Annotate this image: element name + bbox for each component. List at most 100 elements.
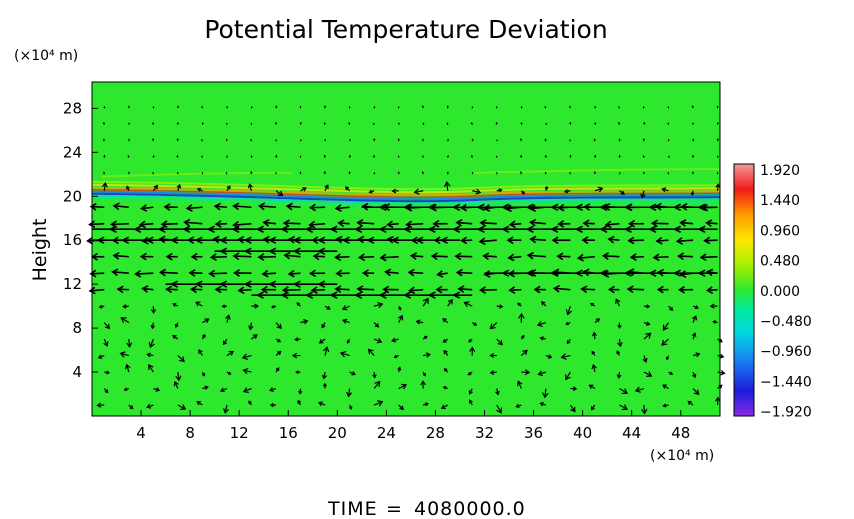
wind-vector xyxy=(177,355,185,362)
wind-vector-head xyxy=(127,171,130,174)
wind-vector-head xyxy=(228,371,232,375)
wind-vector-head xyxy=(695,352,701,358)
wind-vector-head xyxy=(719,353,725,359)
y-tick-label: 16 xyxy=(63,231,82,249)
wind-vector xyxy=(490,322,498,330)
wind-vector xyxy=(191,288,203,291)
wind-vector-head xyxy=(112,202,120,211)
wind-vector-head xyxy=(376,400,384,407)
wind-vector-head xyxy=(508,220,516,229)
wind-vector-head xyxy=(424,335,428,340)
wind-vector xyxy=(385,271,399,274)
jet-arrowhead xyxy=(341,236,350,244)
wind-vector-head xyxy=(225,138,228,141)
chart-title: Potential Temperature Deviation xyxy=(204,15,607,44)
wind-vector-head xyxy=(221,304,226,309)
wind-vector xyxy=(243,369,252,373)
jet-arrowhead xyxy=(476,203,485,211)
wind-vector-head xyxy=(299,139,302,141)
wind-vector-head xyxy=(471,171,474,174)
wind-vector-head xyxy=(321,324,326,329)
wind-vector-head xyxy=(569,105,572,108)
wind-vector xyxy=(284,222,301,225)
wind-vector-head xyxy=(460,236,468,245)
wind-vector xyxy=(336,206,350,210)
wind-vector-head xyxy=(508,286,516,294)
wind-vector-head xyxy=(89,202,97,211)
wind-vector-head xyxy=(642,138,645,141)
wind-vector-head xyxy=(308,203,316,212)
wind-vector xyxy=(398,384,407,390)
wind-vector xyxy=(275,322,282,329)
jet-arrowhead xyxy=(599,225,608,233)
wind-vector-head xyxy=(252,334,258,339)
wind-vector-head xyxy=(275,367,280,371)
wind-vector-head xyxy=(569,121,572,124)
wind-vector-head xyxy=(196,401,201,406)
jet-arrowhead xyxy=(243,280,252,288)
wind-vector-head xyxy=(287,235,296,244)
jet-arrowhead xyxy=(255,291,264,299)
wind-vector-head xyxy=(533,285,541,294)
y-axis-ticks: 4 8 12 16 20 24 28 xyxy=(63,99,98,381)
wind-vector-head xyxy=(662,403,667,408)
y-tick-label: 4 xyxy=(72,363,82,381)
wind-vector-head xyxy=(163,203,171,211)
wind-vector-head xyxy=(257,253,265,261)
wind-vector-head xyxy=(699,253,707,262)
wind-vector-head xyxy=(454,252,462,261)
wind-vector-head xyxy=(208,269,216,278)
jet-arrowhead xyxy=(623,203,632,211)
jet-arrowhead xyxy=(120,236,130,244)
jet-arrowhead xyxy=(231,225,240,233)
wind-vector-head xyxy=(591,363,597,370)
wind-vector-head xyxy=(176,122,179,125)
wind-vector xyxy=(530,238,546,242)
jet-arrowhead xyxy=(697,225,706,233)
wind-vector xyxy=(615,299,620,307)
wind-vector xyxy=(120,352,129,357)
x-tick-label: 44 xyxy=(622,424,641,442)
wind-vector xyxy=(335,288,350,291)
wind-vector-head xyxy=(656,285,664,294)
wind-vector-head xyxy=(446,122,449,125)
wind-vector-head xyxy=(151,138,155,141)
wind-vector-head xyxy=(214,220,222,228)
wind-vector-head xyxy=(397,366,402,371)
jet-arrowhead xyxy=(574,269,583,277)
wind-vector xyxy=(342,319,350,324)
wind-vector-head xyxy=(141,236,149,245)
wind-vector xyxy=(148,364,154,373)
jet-arrowhead xyxy=(501,203,510,211)
wind-vector-head xyxy=(591,331,598,337)
wind-vector-head xyxy=(677,252,685,261)
jet-arrowhead xyxy=(194,236,203,244)
wind-vector xyxy=(387,222,399,226)
wind-vector xyxy=(641,190,645,198)
wind-vector-head xyxy=(237,286,245,295)
wind-vector-head xyxy=(104,323,111,330)
wind-vector-head xyxy=(225,171,228,174)
wind-vector-head xyxy=(346,391,353,398)
wind-vector-head xyxy=(213,202,221,211)
band-stripe xyxy=(91,189,721,198)
wind-vector-head xyxy=(471,106,474,108)
wind-vector xyxy=(368,349,375,356)
jet-arrowhead xyxy=(452,291,461,299)
wind-vector-head xyxy=(339,350,347,358)
wind-vector-head xyxy=(446,171,449,174)
wind-vector-head xyxy=(397,171,400,174)
wind-vector-head xyxy=(148,341,155,349)
band-wisp xyxy=(471,168,721,175)
x-tick-label: 24 xyxy=(377,424,396,442)
wind-vector-head xyxy=(643,121,646,125)
wind-vector xyxy=(338,222,350,225)
wind-vector xyxy=(447,299,453,307)
jet-arrowhead xyxy=(452,225,461,233)
wind-vector-head xyxy=(618,154,621,157)
wind-vector-head xyxy=(176,154,179,158)
wind-vector-head xyxy=(496,407,502,414)
wind-vector-head xyxy=(566,340,571,345)
wind-vector xyxy=(692,315,697,323)
wind-vector-head xyxy=(386,235,394,244)
